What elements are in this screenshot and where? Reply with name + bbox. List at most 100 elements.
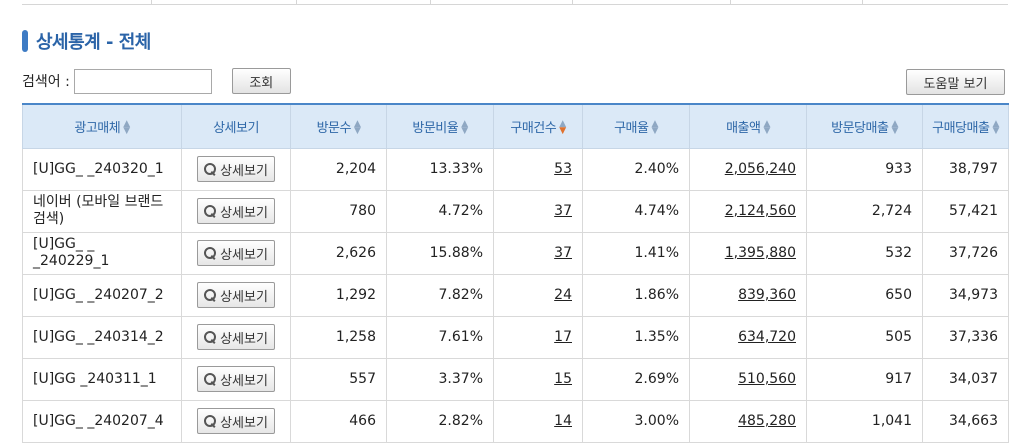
visit-ratio-cell: 2.82% — [386, 399, 494, 443]
sales-per-purchase-cell: 34,037 — [922, 357, 1009, 401]
detail-view-button[interactable]: 상세보기 — [197, 156, 275, 182]
visits-cell: 1,292 — [290, 273, 387, 317]
sort-updown-icon[interactable]: ▲ ▼ — [651, 119, 658, 137]
purchases-cell: 14 — [493, 399, 583, 443]
search-button[interactable]: 조회 — [231, 68, 291, 94]
sales-per-visit-cell: 1,041 — [806, 399, 923, 443]
purchases-cell: 24 — [493, 273, 583, 317]
table-row: 네이버 (모바일 브랜드 검색) 상세보기 780 4.72% 37 4.74% 2,124… — [22, 189, 1009, 233]
purchases-link[interactable]: 37 — [554, 203, 572, 219]
section-heading: 상세통계 - 전체 — [22, 28, 151, 54]
purchases-link[interactable]: 15 — [554, 371, 572, 387]
table-row: [U]GG_ _240207_2 상세보기 1,292 7.82% 24 1.86% 839… — [22, 273, 1009, 317]
sales-per-purchase-cell: 37,336 — [922, 315, 1009, 359]
sort-updown-icon[interactable]: ▲ ▼ — [763, 119, 770, 137]
media-name: [U]GG_ _ _240229_1 — [22, 231, 182, 275]
visit-ratio-cell: 3.37% — [386, 357, 494, 401]
table-row: [U]GG_ _240207_4 상세보기 466 2.82% 14 3.00% 485,2… — [22, 399, 1009, 443]
sales-link[interactable]: 2,124,560 — [724, 203, 796, 219]
detail-view-button[interactable]: 상세보기 — [197, 240, 275, 266]
sales-link[interactable]: 485,280 — [738, 413, 796, 429]
magnifier-icon — [204, 289, 217, 301]
stats-table: 광고매체 ▲ ▼ 상세보기 방문수 ▲ ▼ 방문비율 ▲ ▼ 구매건수 ▲ ▼ 구매율 ▲ ▼ 매출… — [22, 103, 1009, 443]
sort-updown-icon[interactable]: ▲ ▼ — [559, 119, 566, 137]
purchases-cell: 53 — [493, 147, 583, 191]
sales-per-visit-cell: 2,724 — [806, 189, 923, 233]
search-input[interactable] — [73, 68, 212, 94]
help-button[interactable]: 도움말 보기 — [906, 69, 1005, 95]
visits-cell: 780 — [290, 189, 387, 233]
detail-cell: 상세보기 — [181, 357, 291, 401]
sales-link[interactable]: 2,056,240 — [724, 161, 796, 177]
header-purchases[interactable]: 구매건수 ▲ ▼ — [493, 103, 583, 149]
detail-view-button[interactable]: 상세보기 — [197, 282, 275, 308]
purchase-rate-cell: 1.86% — [582, 273, 690, 317]
sales-link[interactable]: 510,560 — [738, 371, 796, 387]
purchases-link[interactable]: 53 — [554, 161, 572, 177]
section-title: 상세통계 - 전체 — [36, 32, 151, 53]
detail-view-button[interactable]: 상세보기 — [197, 198, 275, 224]
sort-updown-icon[interactable]: ▲ ▼ — [123, 119, 130, 137]
visit-ratio-cell: 15.88% — [386, 231, 494, 275]
purchases-cell: 15 — [493, 357, 583, 401]
detail-view-label: 상세보기 — [220, 331, 268, 347]
title-bar-icon — [22, 30, 28, 52]
sales-per-purchase-cell: 57,421 — [922, 189, 1009, 233]
magnifier-icon — [204, 373, 217, 385]
media-name: [U]GG_ _240207_4 — [22, 399, 182, 443]
purchases-cell: 37 — [493, 189, 583, 233]
media-name: [U]GG _240311_1 — [22, 357, 182, 401]
purchases-link[interactable]: 17 — [554, 329, 572, 345]
purchases-cell: 17 — [493, 315, 583, 359]
sort-updown-icon[interactable]: ▲ ▼ — [891, 119, 898, 137]
header-sales[interactable]: 매출액 ▲ ▼ — [689, 103, 807, 149]
purchase-rate-cell: 2.69% — [582, 357, 690, 401]
detail-view-label: 상세보기 — [220, 289, 268, 305]
detail-view-button[interactable]: 상세보기 — [197, 324, 275, 350]
header-visit-ratio[interactable]: 방문비율 ▲ ▼ — [386, 103, 494, 149]
sales-per-visit-cell: 532 — [806, 231, 923, 275]
search-row: 검색어 : 조회 — [22, 68, 291, 94]
sort-updown-icon[interactable]: ▲ ▼ — [461, 119, 468, 137]
sort-updown-icon[interactable]: ▲ ▼ — [353, 119, 361, 137]
magnifier-icon — [204, 163, 217, 175]
sales-cell: 1,395,880 — [689, 231, 807, 275]
sales-cell: 510,560 — [689, 357, 807, 401]
sales-cell: 2,124,560 — [689, 189, 807, 233]
table-row: [U]GG_ _ _240229_1 상세보기 2,626 15.88% 37 1.41%… — [22, 231, 1009, 275]
detail-view-button[interactable]: 상세보기 — [197, 366, 275, 392]
previous-table-bottom-edge — [22, 0, 1008, 5]
visits-cell: 2,626 — [290, 231, 387, 275]
header-sales-per-visit[interactable]: 방문당매출 ▲ ▼ — [806, 103, 923, 149]
purchases-link[interactable]: 24 — [554, 287, 572, 303]
detail-cell: 상세보기 — [181, 273, 291, 317]
purchases-link[interactable]: 14 — [554, 413, 572, 429]
detail-cell: 상세보기 — [181, 231, 291, 275]
purchase-rate-cell: 2.40% — [582, 147, 690, 191]
detail-view-button[interactable]: 상세보기 — [197, 408, 275, 434]
purchase-rate-cell: 4.74% — [582, 189, 690, 233]
magnifier-icon — [204, 205, 217, 217]
magnifier-icon — [204, 247, 217, 259]
sales-link[interactable]: 1,395,880 — [724, 245, 796, 261]
header-sales-per-purchase[interactable]: 구매당매출 ▲ ▼ — [922, 103, 1009, 149]
purchases-link[interactable]: 37 — [554, 245, 572, 261]
sales-cell: 2,056,240 — [689, 147, 807, 191]
sales-per-purchase-cell: 38,797 — [922, 147, 1009, 191]
media-name: [U]GG_ _240320_1 — [22, 147, 182, 191]
sales-link[interactable]: 839,360 — [738, 287, 796, 303]
sales-per-visit-cell: 917 — [806, 357, 923, 401]
sales-per-visit-cell: 650 — [806, 273, 923, 317]
header-purchase-rate[interactable]: 구매율 ▲ ▼ — [582, 103, 690, 149]
sales-per-purchase-cell: 34,663 — [922, 399, 1009, 443]
detail-cell: 상세보기 — [181, 147, 291, 191]
sales-cell: 839,360 — [689, 273, 807, 317]
detail-view-label: 상세보기 — [220, 163, 268, 179]
detail-view-label: 상세보기 — [220, 205, 268, 221]
purchase-rate-cell: 1.41% — [582, 231, 690, 275]
header-visits[interactable]: 방문수 ▲ ▼ — [290, 103, 387, 149]
sales-link[interactable]: 634,720 — [738, 329, 796, 345]
visit-ratio-cell: 7.61% — [386, 315, 494, 359]
sort-updown-icon[interactable]: ▲ ▼ — [992, 119, 999, 137]
header-media[interactable]: 광고매체 ▲ ▼ — [22, 103, 182, 149]
